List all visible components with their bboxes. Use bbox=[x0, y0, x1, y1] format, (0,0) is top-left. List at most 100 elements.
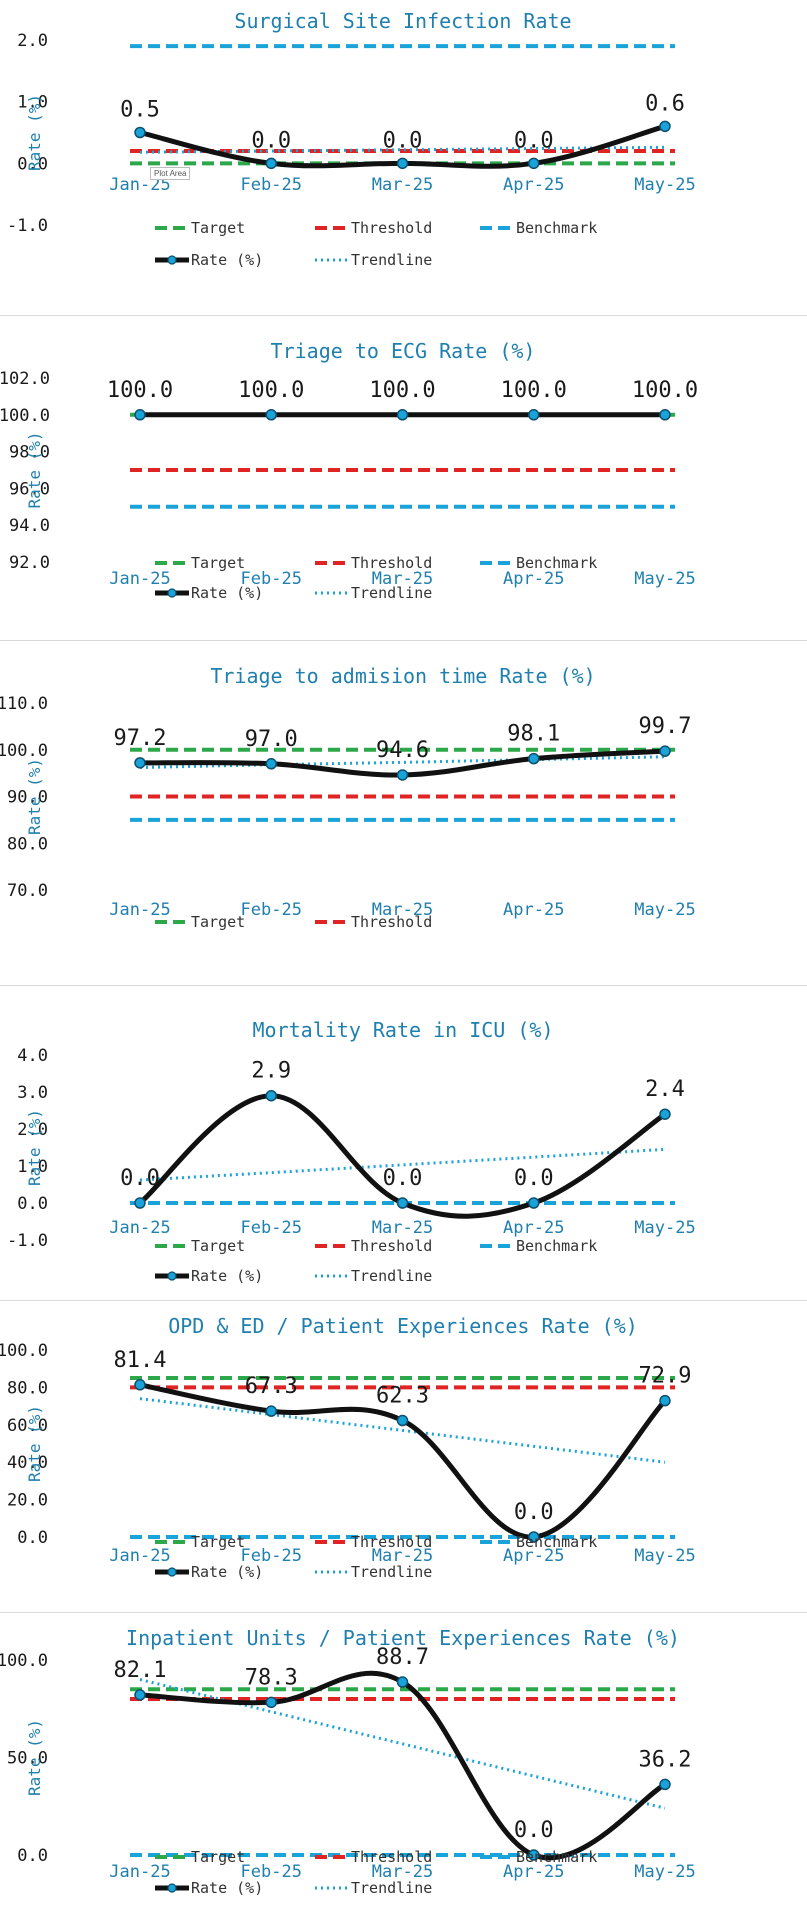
data-label: 62.3 bbox=[376, 1383, 429, 1408]
legend-item-threshold: Threshold bbox=[315, 1848, 432, 1866]
legend-item-trendline: Trendline bbox=[315, 1879, 432, 1897]
legend-marker bbox=[167, 1271, 177, 1281]
legend-label: Benchmark bbox=[516, 554, 597, 572]
y-tick-label: 92.0 bbox=[9, 553, 50, 573]
data-label: 67.3 bbox=[245, 1374, 298, 1399]
chart-triage-to-admision-time-rate: Triage to admision time Rate (%) 110.0 100… bbox=[0, 655, 807, 955]
y-axis-label: Rate (%) bbox=[25, 1405, 44, 1482]
x-tick-label: Mar-25 bbox=[372, 1218, 433, 1238]
legend-item-target: Target bbox=[155, 219, 245, 237]
y-tick-label: 70.0 bbox=[7, 881, 48, 901]
data-point bbox=[265, 758, 277, 770]
data-point bbox=[265, 409, 277, 421]
chart-svg: OPD & ED / Patient Experiences Rate (%) 1… bbox=[0, 1314, 696, 1581]
data-point bbox=[528, 409, 540, 421]
x-tick-label: May-25 bbox=[634, 1546, 695, 1566]
y-tick-label: 2.0 bbox=[17, 31, 48, 51]
data-label: 0.0 bbox=[514, 1166, 554, 1191]
x-tick-label: Apr-25 bbox=[503, 569, 564, 589]
legend-label: Benchmark bbox=[516, 1533, 597, 1551]
x-tick-label: Jan-25 bbox=[109, 569, 170, 589]
data-point bbox=[528, 1531, 540, 1543]
data-label: 82.1 bbox=[114, 1658, 167, 1683]
data-point bbox=[396, 157, 409, 170]
legend-label: Benchmark bbox=[516, 1848, 597, 1866]
data-label: 88.7 bbox=[376, 1645, 429, 1670]
y-tick-label: 100.0 bbox=[0, 406, 50, 426]
chart-separator bbox=[0, 1612, 807, 1613]
data-label: 94.6 bbox=[376, 738, 429, 763]
series-line-trendline bbox=[139, 1397, 666, 1464]
legend-label: Rate (%) bbox=[191, 1563, 263, 1581]
data-point bbox=[659, 745, 671, 757]
x-tick-label: Feb-25 bbox=[241, 1862, 302, 1882]
y-tick-label: 110.0 bbox=[0, 694, 48, 714]
legend-item-trendline: Trendline bbox=[315, 1267, 432, 1285]
legend-label: Target bbox=[191, 554, 245, 572]
data-point bbox=[396, 1414, 409, 1427]
legend-label: Rate (%) bbox=[191, 251, 263, 269]
legend-item-benchmark: Benchmark bbox=[480, 1848, 597, 1866]
y-axis-label: Rate (%) bbox=[25, 1109, 44, 1186]
y-tick-label: 100.0 bbox=[0, 1341, 48, 1361]
legend-item-threshold: Threshold bbox=[315, 1533, 432, 1551]
y-tick-label: 3.0 bbox=[17, 1083, 48, 1103]
legend-label: Benchmark bbox=[516, 1237, 597, 1255]
legend-label: Threshold bbox=[351, 913, 432, 931]
x-tick-label: May-25 bbox=[634, 175, 695, 195]
x-tick-label: Apr-25 bbox=[503, 900, 564, 920]
x-tick-label: Feb-25 bbox=[241, 1218, 302, 1238]
x-tick-label: Feb-25 bbox=[241, 1546, 302, 1566]
data-label: 2.9 bbox=[251, 1059, 291, 1084]
legend-item-rate: Rate (%) bbox=[155, 1267, 263, 1285]
chart-title: Triage to admision time Rate (%) bbox=[210, 664, 595, 688]
legend-marker bbox=[167, 1567, 177, 1577]
legend-label: Target bbox=[191, 913, 245, 931]
legend-label: Benchmark bbox=[516, 219, 597, 237]
x-tick-label: Jan-25 bbox=[109, 1862, 170, 1882]
legend-item-trendline: Trendline bbox=[315, 251, 432, 269]
y-tick-label: 94.0 bbox=[9, 516, 50, 536]
legend-label: Target bbox=[191, 1848, 245, 1866]
y-tick-label: 1.0 bbox=[17, 1157, 48, 1177]
data-point bbox=[396, 769, 409, 781]
chart-surgical-site-infection-rate: Surgical Site Infection Rate 2.0 1.0 0.0 -1.… bbox=[0, 0, 807, 310]
y-axis-label: Rate (%) bbox=[25, 1719, 44, 1796]
data-point bbox=[659, 120, 671, 133]
y-tick-label: 0.0 bbox=[17, 1846, 48, 1866]
y-tick-label: 80.0 bbox=[7, 834, 48, 854]
legend-item-target: Target bbox=[155, 913, 245, 931]
legend-item-rate: Rate (%) bbox=[155, 251, 263, 269]
x-tick-label: Mar-25 bbox=[372, 1862, 433, 1882]
legend-label: Trendline bbox=[351, 1267, 432, 1285]
chart-svg: Surgical Site Infection Rate 2.0 1.0 0.0 -1.… bbox=[7, 9, 696, 269]
x-tick-label: May-25 bbox=[634, 900, 695, 920]
data-label: 2.4 bbox=[645, 1077, 685, 1102]
x-tick-label: Feb-25 bbox=[241, 175, 302, 195]
legend-item-rate: Rate (%) bbox=[155, 1563, 263, 1581]
chart-separator bbox=[0, 985, 807, 986]
legend-item-target: Target bbox=[155, 1533, 245, 1551]
y-tick-label: 40.0 bbox=[7, 1453, 48, 1473]
data-point bbox=[396, 409, 409, 421]
legend-item-threshold: Threshold bbox=[315, 1237, 432, 1255]
data-point bbox=[396, 1676, 409, 1688]
chart-inpatient-units-patient-experiences-rate: Inpatient Units / Patient Experiences Ra… bbox=[0, 1615, 807, 1920]
legend-marker bbox=[167, 255, 177, 265]
data-point bbox=[265, 1405, 277, 1417]
y-axis-label: Rate (%) bbox=[25, 758, 44, 835]
y-tick-label: 0.0 bbox=[17, 154, 48, 174]
chart-svg: Triage to ECG Rate (%) 102.0 100.0 98.0 96.0… bbox=[0, 339, 698, 602]
series-line-trendline bbox=[139, 1147, 666, 1182]
data-label: 36.2 bbox=[639, 1747, 692, 1772]
legend-item-benchmark: Benchmark bbox=[480, 219, 597, 237]
data-label: 78.3 bbox=[245, 1665, 298, 1690]
y-tick-label: 50.0 bbox=[7, 1749, 48, 1769]
legend-label: Target bbox=[191, 1237, 245, 1255]
x-tick-label: May-25 bbox=[634, 569, 695, 589]
data-point bbox=[659, 409, 671, 421]
legend-item-benchmark: Benchmark bbox=[480, 554, 597, 572]
y-tick-label: 80.0 bbox=[7, 1378, 48, 1398]
x-tick-label: Jan-25 bbox=[109, 175, 170, 195]
data-point bbox=[659, 1394, 671, 1407]
